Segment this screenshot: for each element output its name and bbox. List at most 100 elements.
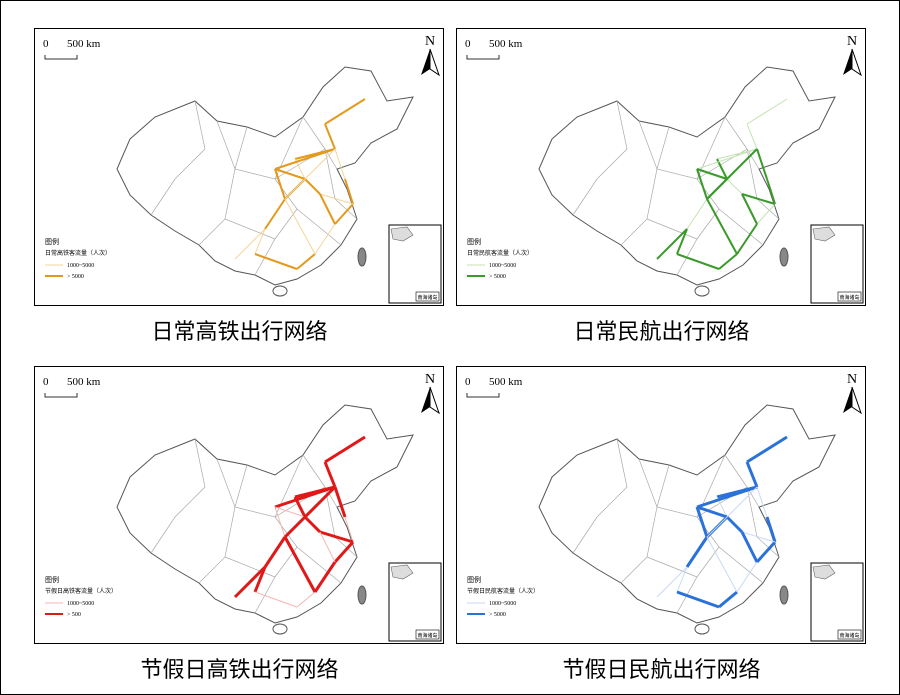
- scale-distance: 500 km: [67, 376, 101, 388]
- flow-line: [324, 98, 366, 125]
- flow-line: [676, 228, 688, 255]
- country-outline: [538, 66, 836, 286]
- flow-line: [313, 561, 337, 593]
- flow-line: [740, 531, 759, 563]
- hainan: [272, 623, 288, 635]
- legend-title: 节假日民航客流量（人次）: [467, 587, 539, 595]
- flow-line: [706, 198, 738, 255]
- flow-line: [696, 485, 758, 509]
- flow-line: [755, 540, 777, 564]
- province-border: [150, 438, 206, 554]
- inset-label: 南海诸岛: [417, 294, 437, 301]
- inset-label-box: [837, 291, 862, 302]
- flow-line: [264, 198, 286, 230]
- flow-line: [333, 486, 347, 518]
- flow-line: [284, 148, 336, 200]
- flow-line: [756, 148, 768, 180]
- scale-zero: 0: [465, 38, 471, 50]
- hainan: [272, 285, 288, 297]
- legend-heading: 图例: [467, 237, 481, 246]
- inset-frame: [388, 224, 442, 304]
- flow-line: [344, 516, 354, 543]
- flow-line: [323, 461, 337, 488]
- flow-line: [741, 193, 758, 225]
- taiwan: [357, 585, 367, 605]
- province-border: [234, 126, 248, 170]
- flow-line: [334, 148, 346, 180]
- taiwan: [779, 247, 789, 267]
- legend-label: 1000~5000: [489, 263, 516, 269]
- legend-heading: 图例: [45, 237, 59, 246]
- flow-line: [274, 506, 306, 518]
- flow-line: [706, 536, 738, 593]
- province-border: [656, 464, 670, 508]
- flow-line: [686, 198, 708, 230]
- legend-heading: 图例: [45, 575, 59, 584]
- country-outline: [538, 404, 836, 624]
- flow-line: [324, 435, 366, 464]
- scale-distance: 500 km: [489, 38, 523, 50]
- scale-zero: 0: [43, 376, 49, 388]
- province-border: [224, 556, 276, 578]
- flow-line: [303, 515, 322, 534]
- flow-line: [656, 566, 688, 598]
- flow-line: [274, 168, 306, 180]
- flow-line: [746, 123, 758, 150]
- flow-line: [736, 223, 758, 255]
- legend-title: 节假日高铁客流量（人次）: [45, 587, 117, 595]
- province-border: [638, 116, 726, 180]
- flow-line: [333, 540, 355, 564]
- flow-line: [233, 565, 267, 599]
- flow-line: [765, 516, 777, 543]
- flow-line: [334, 203, 354, 225]
- north-label: N: [425, 372, 435, 387]
- flow-line: [319, 530, 354, 544]
- flow-line: [254, 228, 266, 255]
- flow-line: [716, 148, 758, 160]
- flow-line: [706, 148, 758, 200]
- taiwan: [357, 247, 367, 267]
- legend-label: > 5000: [489, 274, 506, 280]
- country-outline: [116, 404, 414, 624]
- flow-line: [718, 590, 738, 609]
- north-arrow: [421, 387, 430, 413]
- flow-line: [676, 253, 720, 270]
- flow-line: [676, 566, 688, 593]
- map-panel: 0 500 km N 图例 日常民航客流量（人次） 1000~5000 > 5000 南海诸岛…: [456, 28, 867, 346]
- flow-line: [296, 591, 316, 608]
- flow-line: [319, 193, 354, 205]
- hainan: [694, 285, 710, 297]
- flow-line: [706, 486, 758, 538]
- flow-line: [283, 536, 317, 593]
- flow-line: [741, 193, 776, 205]
- panel-title: 节假日高铁出行网络: [140, 658, 339, 683]
- scale-distance: 500 km: [489, 376, 523, 388]
- north-arrow: [843, 387, 852, 413]
- north-label: N: [847, 34, 857, 49]
- hainan: [694, 623, 710, 635]
- flow-line: [756, 203, 776, 225]
- scale-bar: [44, 55, 78, 60]
- flow-line: [314, 223, 336, 255]
- panel-title: 日常高铁出行网络: [151, 320, 328, 345]
- flow-line: [274, 485, 336, 509]
- flow-line: [696, 168, 708, 200]
- flow-line: [263, 536, 287, 568]
- province-border: [150, 100, 206, 216]
- flow-line: [234, 228, 266, 260]
- flow-line: [676, 590, 720, 609]
- flow-line: [736, 561, 758, 593]
- flow-line: [304, 178, 321, 195]
- flow-line: [685, 536, 709, 568]
- province-border: [572, 100, 628, 216]
- flow-line: [274, 148, 336, 170]
- flow-line: [274, 506, 286, 538]
- flow-line: [725, 515, 744, 534]
- flow-line: [746, 98, 788, 125]
- map-panel: 0 500 km N 图例 节假日高铁客流量（人次） 1000~5000 > 500 南海诸岛…: [34, 366, 445, 684]
- flow-line: [766, 178, 776, 205]
- flow-line: [296, 253, 316, 270]
- flow-line: [745, 461, 759, 488]
- legend-label: 1000~5000: [67, 263, 94, 269]
